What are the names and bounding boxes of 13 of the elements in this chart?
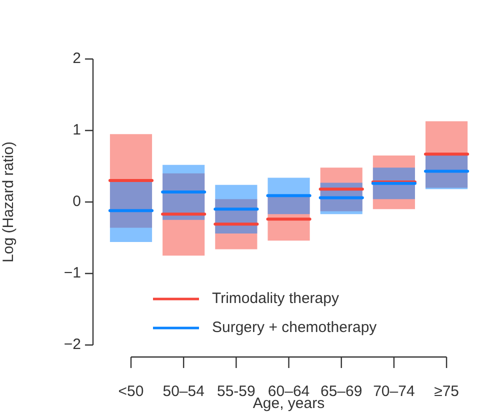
y-tick-label: −2 <box>64 336 81 354</box>
x-tick-label: ≥75 <box>434 383 459 400</box>
y-axis-title: Log (Hazard ratio) <box>0 142 18 262</box>
x-tick-label: 50–54 <box>162 383 204 400</box>
y-tick-label: 0 <box>72 193 81 210</box>
x-tick-label: <50 <box>118 383 144 400</box>
x-tick-label: 70–74 <box>373 383 415 400</box>
legend-label: Surgery + chemotherapy <box>212 319 378 336</box>
y-tick-label: −1 <box>64 264 81 282</box>
legend-label: Trimodality therapy <box>212 290 340 308</box>
y-tick-label: 1 <box>72 122 81 139</box>
x-tick-label: 55-59 <box>216 383 256 400</box>
y-tick-label: 2 <box>72 50 81 68</box>
